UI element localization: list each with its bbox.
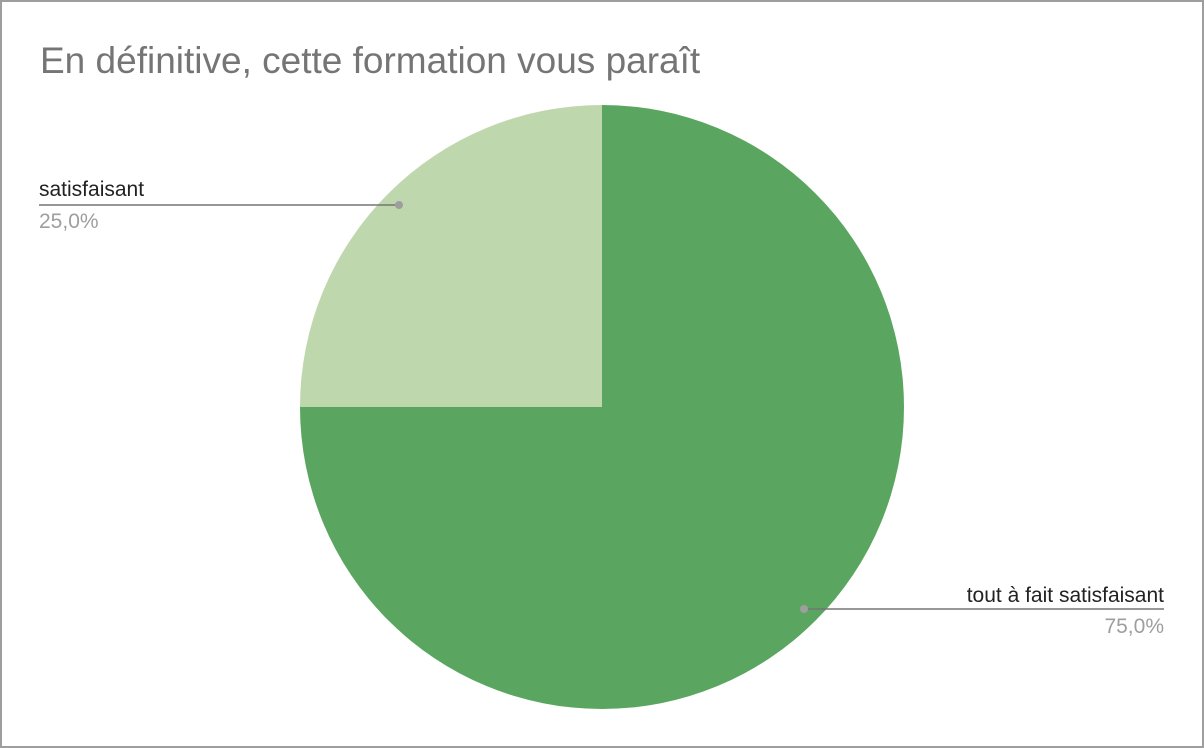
chart-title: En définitive, cette formation vous para… xyxy=(40,40,701,81)
slice-value-tout-a-fait-satisfaisant: 75,0% xyxy=(1104,615,1164,638)
slice-label-satisfaisant: satisfaisant xyxy=(39,178,144,201)
slice-value-satisfaisant: 25,0% xyxy=(39,210,99,233)
callout-satisfaisant: satisfaisant 25,0% xyxy=(39,178,403,233)
callout-tout-a-fait-satisfaisant: tout à fait satisfaisant 75,0% xyxy=(800,584,1164,638)
slice-label-tout-a-fait-satisfaisant: tout à fait satisfaisant xyxy=(967,584,1164,607)
pie-slice-satisfaisant[interactable] xyxy=(300,105,602,407)
